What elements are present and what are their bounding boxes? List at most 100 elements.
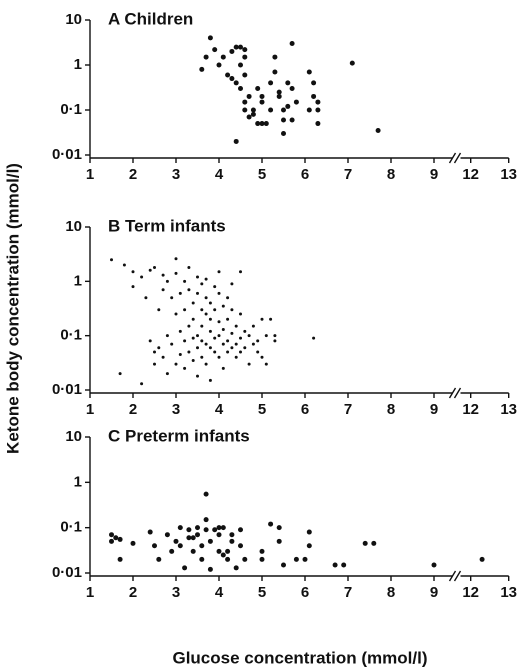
axis-break	[453, 570, 462, 582]
point	[161, 288, 165, 292]
point	[268, 521, 274, 527]
point	[207, 35, 213, 41]
point	[153, 350, 156, 354]
x-tick-label: 8	[387, 401, 395, 418]
point	[200, 308, 204, 312]
point	[204, 362, 208, 366]
point	[242, 99, 248, 105]
point	[260, 317, 264, 321]
point	[225, 72, 231, 78]
x-tick-label: 7	[344, 401, 352, 418]
point	[268, 80, 274, 86]
point	[230, 282, 234, 286]
point	[226, 339, 230, 343]
point	[315, 107, 321, 113]
x-tick-label: 6	[301, 166, 309, 183]
point	[200, 282, 204, 286]
point	[239, 270, 242, 274]
point	[264, 334, 268, 338]
point	[221, 366, 225, 370]
point	[161, 355, 165, 359]
point	[293, 99, 299, 105]
point	[375, 128, 381, 134]
point	[281, 131, 286, 137]
point	[165, 334, 169, 338]
point	[174, 257, 178, 261]
axis-break	[448, 152, 457, 164]
point	[306, 543, 312, 549]
x-tick-label: 9	[430, 584, 438, 601]
point	[255, 86, 261, 92]
panel-title: A Children	[108, 9, 193, 28]
point	[190, 548, 196, 554]
point	[212, 47, 218, 53]
point	[220, 552, 226, 558]
point	[130, 540, 136, 546]
point	[242, 47, 248, 53]
point	[213, 336, 217, 340]
x-tick-label: 7	[344, 584, 352, 601]
y-tick-label: 0·1	[60, 101, 82, 118]
y-tick-label: 0·01	[52, 381, 82, 398]
point	[255, 121, 261, 127]
point	[311, 93, 317, 99]
point	[229, 538, 235, 544]
point	[289, 86, 295, 92]
point	[144, 296, 148, 300]
point	[208, 329, 212, 333]
point	[221, 304, 225, 308]
point	[131, 285, 135, 289]
point	[156, 556, 162, 562]
y-tick-label: 0·1	[60, 519, 82, 536]
point	[200, 339, 204, 343]
point	[109, 532, 114, 538]
point	[259, 548, 265, 554]
point	[431, 562, 437, 568]
point	[276, 538, 282, 544]
x-tick-label: 8	[387, 584, 395, 601]
point	[242, 107, 248, 113]
point	[213, 285, 217, 289]
point	[234, 324, 238, 328]
point	[371, 540, 377, 546]
point	[183, 279, 187, 283]
x-tick-label: 1	[86, 401, 94, 418]
point	[306, 529, 312, 535]
point	[349, 60, 355, 66]
point	[178, 291, 182, 295]
point	[204, 277, 208, 281]
point	[243, 346, 247, 350]
point	[208, 378, 212, 382]
point	[182, 565, 188, 571]
point	[238, 44, 243, 50]
point	[200, 324, 204, 328]
x-tick-label: 13	[500, 584, 517, 601]
panel-title: B Term infants	[108, 216, 226, 235]
point	[169, 548, 175, 554]
point	[153, 362, 156, 366]
point	[183, 308, 187, 312]
point	[268, 107, 274, 113]
point	[272, 69, 278, 75]
point	[213, 308, 217, 312]
y-tick-label: 0·01	[52, 564, 82, 581]
x-tick-label: 9	[430, 401, 438, 418]
point	[187, 350, 191, 354]
point	[113, 535, 119, 541]
point	[243, 329, 247, 333]
y-tick-label: 10	[65, 218, 82, 235]
point	[233, 80, 239, 86]
point	[207, 566, 213, 572]
x-tick-label: 4	[215, 584, 224, 601]
point	[246, 93, 252, 99]
point	[226, 350, 230, 354]
point	[246, 114, 252, 120]
point	[238, 543, 243, 549]
point	[173, 538, 179, 544]
x-tick-label: 3	[172, 401, 180, 418]
point	[203, 491, 209, 497]
y-tick-label: 1	[74, 473, 82, 490]
point	[238, 527, 243, 533]
point	[230, 331, 234, 335]
y-tick-label: 0·01	[52, 146, 82, 163]
